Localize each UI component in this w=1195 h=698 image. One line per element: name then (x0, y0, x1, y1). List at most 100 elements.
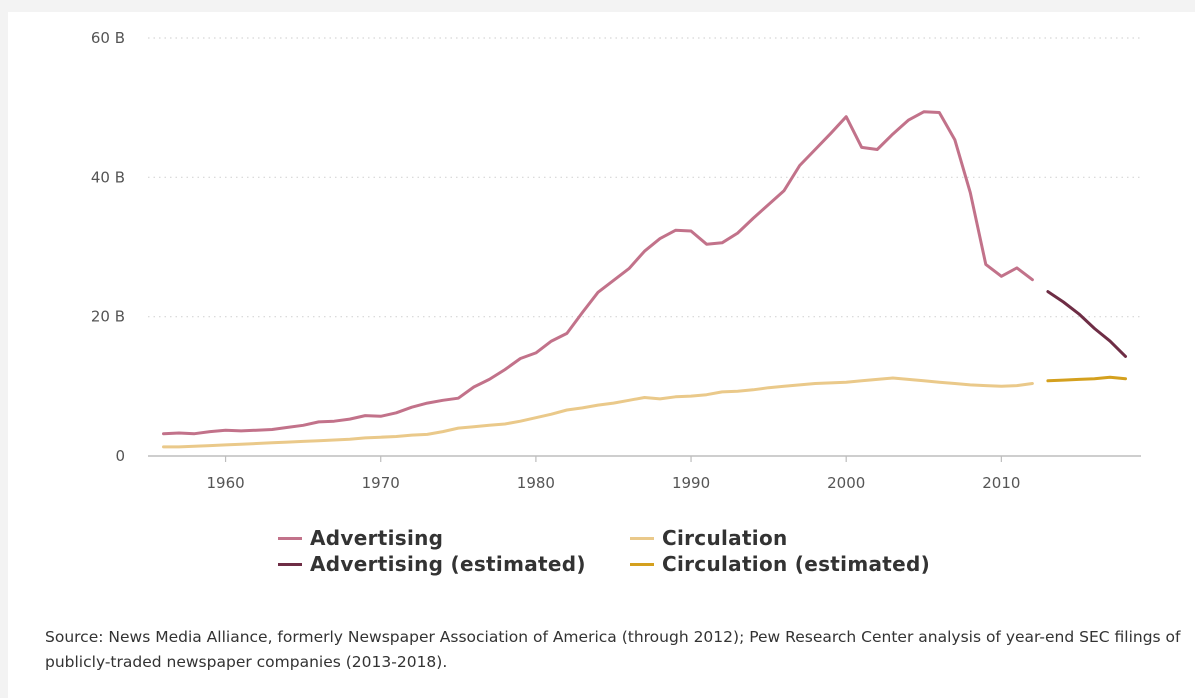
legend-item-circulation: Circulation (630, 525, 788, 551)
data-point-advertising-estimated (1062, 301, 1064, 303)
data-point-circulation (255, 442, 257, 444)
data-point-circulation (705, 393, 707, 395)
axes (148, 455, 1141, 462)
data-point-circulation (1016, 384, 1018, 386)
data-point-advertising (783, 189, 785, 191)
data-point-circulation (442, 430, 444, 432)
tick-labels: 0 20 B 40 B 60 B 1960 1970 1980 1990 2000 2010 (91, 29, 1021, 492)
y-tick-label: 20 B (91, 308, 125, 326)
data-point-advertising-estimated (1109, 340, 1111, 342)
data-point-advertising (426, 402, 428, 404)
data-point-circulation (271, 442, 273, 444)
series-line-circulation-estimated (1046, 375, 1127, 383)
data-point-advertising (845, 116, 847, 118)
data-point-circulation (674, 396, 676, 398)
data-point-advertising (302, 424, 304, 426)
data-point-advertising (1031, 279, 1033, 281)
data-point-advertising (504, 368, 506, 370)
data-point-advertising (736, 232, 738, 234)
legend-swatch-advertising-estimated (278, 562, 302, 566)
data-point-advertising (364, 414, 366, 416)
source-note: Source: News Media Alliance, formerly Ne… (45, 628, 1181, 671)
data-point-circulation (829, 382, 831, 384)
data-point-advertising-estimated (1124, 355, 1126, 357)
data-point-circulation (426, 433, 428, 435)
data-point-advertising (271, 428, 273, 430)
data-point-circulation-estimated (1062, 379, 1064, 381)
data-point-advertising (193, 433, 195, 435)
data-point-advertising (209, 430, 211, 432)
legend-label-advertising-estimated: Advertising (estimated) (310, 552, 586, 576)
data-point-circulation (224, 444, 226, 446)
data-point-circulation (938, 381, 940, 383)
data-point-advertising (380, 415, 382, 417)
data-point-advertising (411, 406, 413, 408)
data-point-circulation-estimated (1124, 377, 1126, 379)
data-point-advertising (240, 430, 242, 432)
data-point-circulation (783, 385, 785, 387)
data-point-advertising (659, 237, 661, 239)
data-point-circulation (628, 399, 630, 401)
data-point-advertising (457, 397, 459, 399)
data-point-advertising (581, 311, 583, 313)
data-point-circulation (954, 382, 956, 384)
legend-swatch-circulation (630, 536, 654, 540)
data-point-advertising (628, 267, 630, 269)
data-point-circulation (814, 382, 816, 384)
series-line-circulation (162, 376, 1034, 449)
line-chart: 0 20 B 40 B 60 B 1960 1970 1980 1990 2000 2010 (91, 29, 1141, 492)
data-point-advertising (705, 243, 707, 245)
legend-swatch-advertising (278, 536, 302, 540)
data-point-circulation (643, 396, 645, 398)
data-point-circulation (985, 384, 987, 386)
data-point-advertising (162, 433, 164, 435)
data-point-circulation (659, 398, 661, 400)
data-point-circulation (395, 435, 397, 437)
data-point-circulation (473, 426, 475, 428)
data-point-advertising (1000, 275, 1002, 277)
series-line-advertising (162, 110, 1034, 436)
data-point-circulation-estimated (1047, 380, 1049, 382)
data-point-circulation (861, 380, 863, 382)
data-point-advertising (643, 250, 645, 252)
data-point-advertising (721, 242, 723, 244)
data-point-circulation (923, 380, 925, 382)
data-point-circulation (550, 413, 552, 415)
data-point-advertising (612, 279, 614, 281)
data-point-advertising (938, 111, 940, 113)
data-point-advertising (767, 203, 769, 205)
data-point-advertising (224, 429, 226, 431)
data-point-circulation (1031, 382, 1033, 384)
data-point-advertising (798, 164, 800, 166)
x-tick-label: 1960 (206, 474, 244, 492)
data-point-circulation (333, 439, 335, 441)
data-point-circulation (209, 444, 211, 446)
data-point-advertising-estimated (1078, 313, 1080, 315)
data-point-advertising (969, 191, 971, 193)
legend-item-advertising: Advertising (278, 525, 443, 551)
data-point-advertising (442, 399, 444, 401)
data-point-advertising (814, 148, 816, 150)
data-point-advertising (488, 378, 490, 380)
series-line-advertising-estimated (1046, 290, 1127, 358)
data-point-circulation (519, 420, 521, 422)
data-point-circulation (876, 378, 878, 380)
x-tick-label: 2010 (982, 474, 1020, 492)
data-point-circulation (162, 446, 164, 448)
data-point-circulation (612, 402, 614, 404)
data-point-circulation (721, 391, 723, 393)
data-point-advertising (255, 429, 257, 431)
data-point-circulation (690, 395, 692, 397)
data-point-circulation (364, 437, 366, 439)
data-point-advertising (907, 119, 909, 121)
data-point-advertising (829, 132, 831, 134)
data-point-advertising (333, 420, 335, 422)
data-point-circulation (581, 407, 583, 409)
data-point-advertising (876, 148, 878, 150)
chart-legend: Advertising Advertising (estimated) Circ… (278, 525, 998, 585)
legend-item-circulation-estimated: Circulation (estimated) (630, 551, 930, 577)
data-point-circulation (892, 377, 894, 379)
gridlines (148, 37, 1141, 318)
x-tick-label: 1980 (517, 474, 555, 492)
data-point-circulation (349, 438, 351, 440)
